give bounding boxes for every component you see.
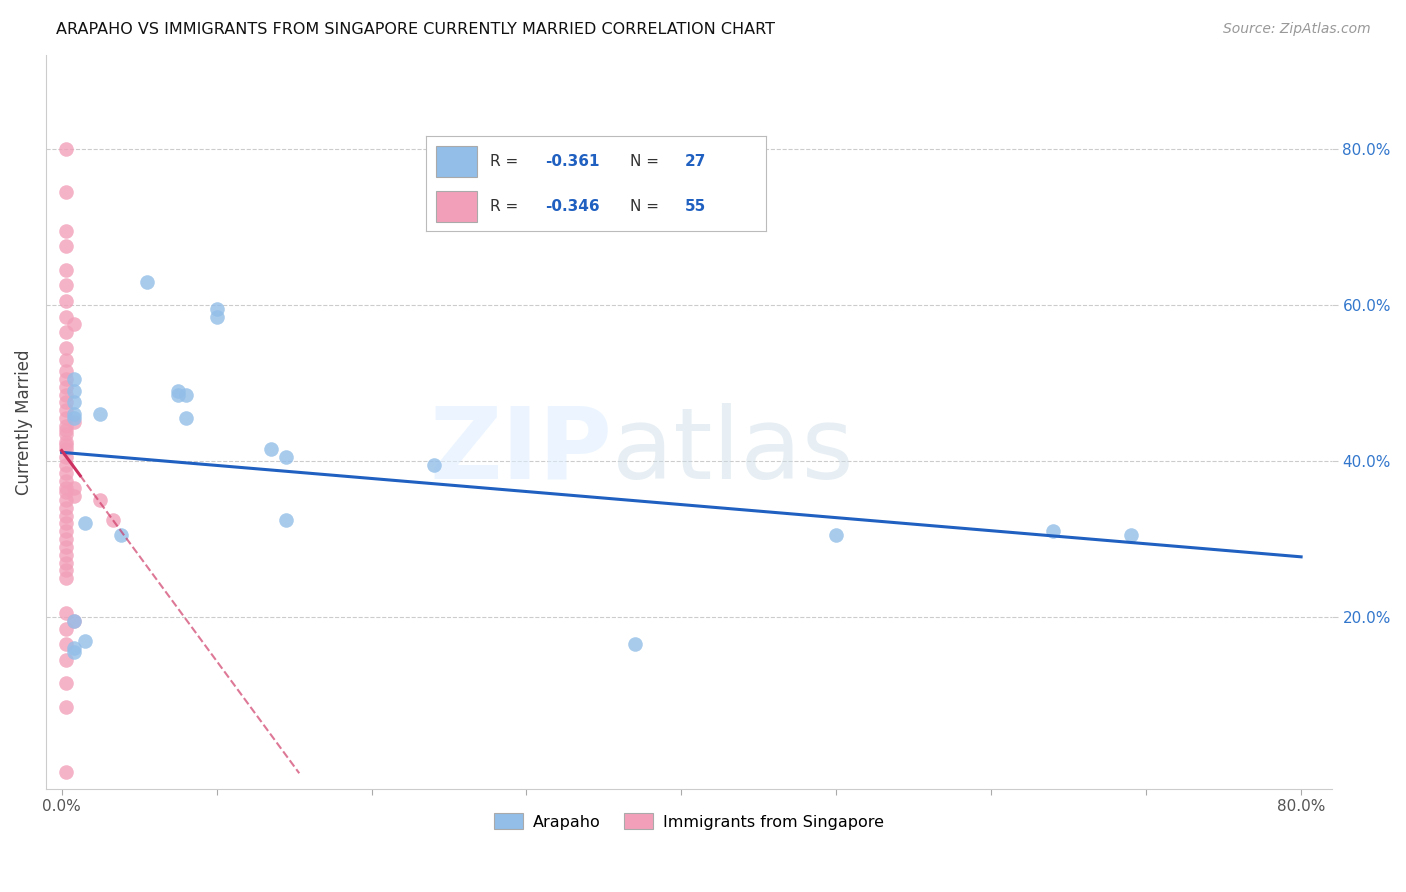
Legend: Arapaho, Immigrants from Singapore: Arapaho, Immigrants from Singapore: [488, 807, 890, 836]
Point: [55, 532, 77, 546]
Point: [55, 310, 77, 324]
Point: [167, 387, 190, 401]
Point: [55, 606, 77, 620]
Point: [205, 301, 228, 316]
Point: [55, 548, 77, 562]
Point: [55, 411, 77, 425]
Point: [55, 185, 77, 199]
Point: [55, 485, 77, 500]
Point: [624, 637, 647, 651]
Point: [55, 556, 77, 570]
Point: [55, 450, 77, 464]
Text: atlas: atlas: [612, 403, 853, 500]
Point: [55, 500, 77, 515]
Point: [55, 700, 77, 714]
Point: [55, 352, 77, 367]
Point: [55, 516, 77, 531]
Point: [55, 458, 77, 472]
Point: [55, 380, 77, 394]
Point: [167, 384, 190, 398]
Text: Source: ZipAtlas.com: Source: ZipAtlas.com: [1223, 22, 1371, 37]
Point: [55, 653, 77, 667]
Point: [63, 411, 86, 425]
Point: [63, 384, 86, 398]
Point: [101, 512, 124, 526]
Point: [55, 637, 77, 651]
Point: [1119, 528, 1142, 542]
Point: [1042, 524, 1064, 539]
Point: [276, 450, 298, 464]
Point: [63, 407, 86, 421]
Y-axis label: Currently Married: Currently Married: [15, 350, 32, 495]
Point: [55, 387, 77, 401]
Point: [110, 528, 132, 542]
Point: [55, 466, 77, 480]
Point: [55, 372, 77, 386]
Point: [55, 426, 77, 441]
Point: [63, 318, 86, 332]
Point: [55, 403, 77, 417]
Point: [73, 516, 96, 531]
Point: [55, 563, 77, 577]
Point: [63, 645, 86, 659]
Point: [55, 364, 77, 378]
Point: [55, 524, 77, 539]
Point: [55, 622, 77, 636]
Point: [89, 493, 111, 508]
Point: [55, 540, 77, 554]
Text: ARAPAHO VS IMMIGRANTS FROM SINGAPORE CURRENTLY MARRIED CORRELATION CHART: ARAPAHO VS IMMIGRANTS FROM SINGAPORE CUR…: [56, 22, 775, 37]
Point: [825, 528, 848, 542]
Point: [55, 239, 77, 253]
Point: [55, 262, 77, 277]
Point: [55, 341, 77, 355]
Point: [205, 310, 228, 324]
Point: [55, 142, 77, 156]
Point: [260, 442, 283, 457]
Point: [63, 489, 86, 503]
Point: [55, 395, 77, 409]
Point: [63, 395, 86, 409]
Point: [89, 407, 111, 421]
Point: [55, 764, 77, 779]
Point: [55, 508, 77, 523]
Point: [174, 387, 197, 401]
Point: [174, 411, 197, 425]
Point: [276, 512, 298, 526]
Point: [55, 676, 77, 690]
Point: [55, 224, 77, 238]
Text: ZIP: ZIP: [429, 403, 612, 500]
Point: [55, 474, 77, 488]
Point: [63, 614, 86, 628]
Point: [55, 293, 77, 308]
Point: [63, 614, 86, 628]
Point: [63, 481, 86, 495]
Point: [422, 458, 444, 472]
Point: [55, 434, 77, 449]
Point: [63, 372, 86, 386]
Point: [55, 493, 77, 508]
Point: [55, 442, 77, 457]
Point: [63, 415, 86, 429]
Point: [55, 438, 77, 452]
Point: [63, 641, 86, 656]
Point: [55, 418, 77, 433]
Point: [135, 275, 157, 289]
Point: [55, 423, 77, 437]
Point: [55, 325, 77, 339]
Point: [55, 571, 77, 585]
Point: [55, 481, 77, 495]
Point: [55, 278, 77, 293]
Point: [73, 633, 96, 648]
